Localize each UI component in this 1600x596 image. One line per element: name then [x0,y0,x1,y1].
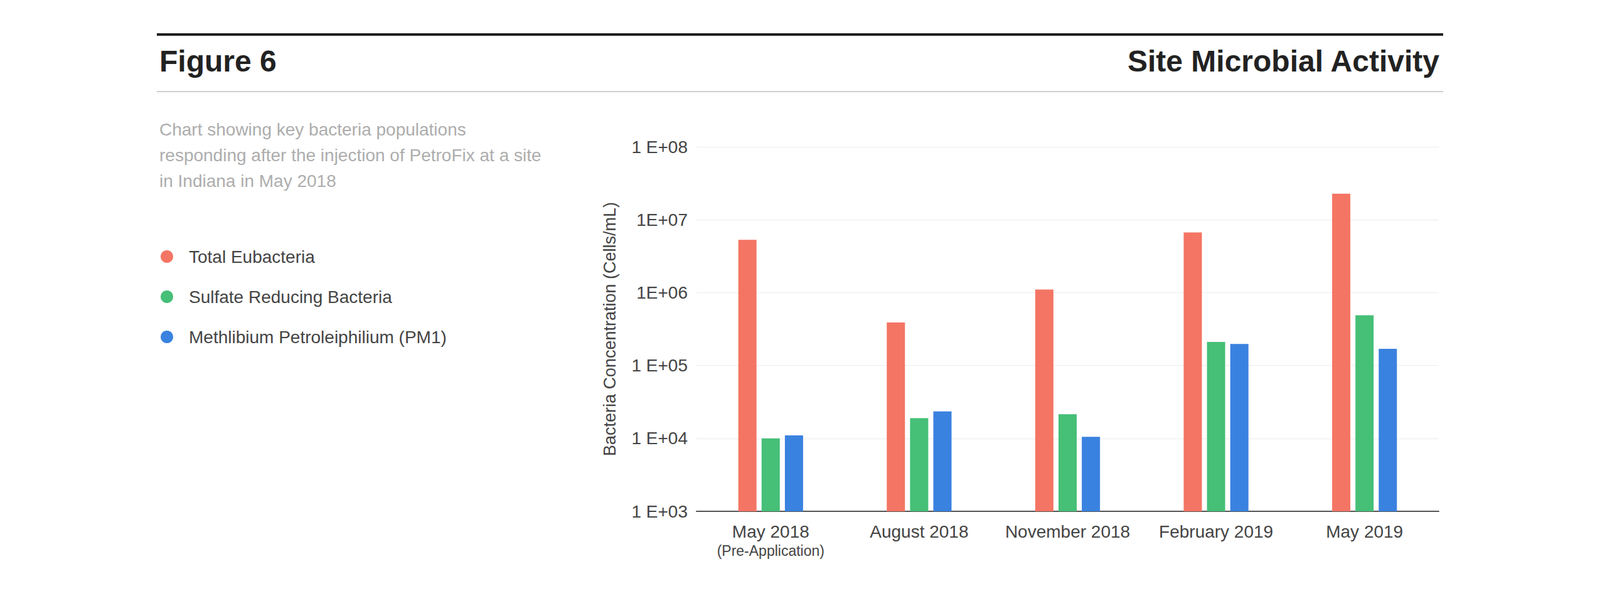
svg-text:Total Eubacteria: Total Eubacteria [188,247,315,267]
svg-text:1E+06: 1E+06 [636,282,688,303]
html-text:Chart showing key bacteria pop: Chart showing key bacteria populations r… [159,119,542,191]
svg-text:May 2019: May 2019 [1325,522,1403,542]
svg-text:1 E+03: 1 E+03 [631,501,688,522]
svg-text:Sulfate Reducing Bacteria: Sulfate Reducing Bacteria [188,287,393,307]
svg-text:November 2018: November 2018 [1005,522,1131,542]
svg-text:Bacteria Concentration (Cells/: Bacteria Concentration (Cells/mL) [600,202,620,457]
svg-text:1 E+04: 1 E+04 [631,428,688,448]
svg-text:May 2018: May 2018 [732,522,810,542]
html-text:Figure 6: Figure 6 [159,44,277,78]
svg-text:Methlibium Petroleiphilium (PM: Methlibium Petroleiphilium (PM1) [188,327,447,347]
svg-text:1E+07: 1E+07 [636,210,688,230]
html-text:Site Microbial Activity: Site Microbial Activity [1127,44,1440,78]
svg-text:February 2019: February 2019 [1158,522,1274,542]
svg-text:(Pre-Application): (Pre-Application) [717,542,825,560]
svg-text:1 E+05: 1 E+05 [631,355,688,376]
svg-text:August 2018: August 2018 [869,522,969,542]
svg-text:1 E+08: 1 E+08 [631,137,688,157]
